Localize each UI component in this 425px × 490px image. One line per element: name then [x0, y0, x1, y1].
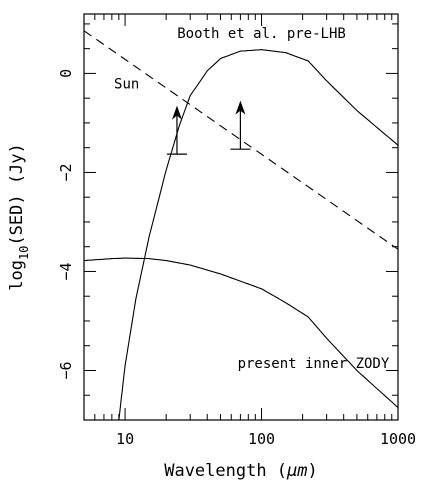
- y-axis-ticks: 0 −2 −4 −6: [57, 23, 398, 421]
- up-arrow-icon: [235, 100, 246, 115]
- annotations: Booth et al. pre-LHB Sun present inner ZOD…: [114, 26, 390, 372]
- annotation-sun: Sun: [114, 76, 139, 92]
- lower-limit-markers: [166, 100, 251, 155]
- annotation-present-inner-zody: present inner ZODY: [238, 356, 390, 372]
- x-axis-title-prefix: Wavelength (: [164, 461, 287, 481]
- series-curves: [84, 30, 398, 420]
- annotation-booth-et-al-pre-lhb: Booth et al. pre-LHB: [177, 26, 346, 42]
- series-line-booth-et-al-pre-lhb: [118, 49, 398, 420]
- y-tick-label: 0: [57, 69, 75, 78]
- up-arrow-icon: [171, 105, 182, 120]
- lower-limit-marker-1: [166, 105, 187, 155]
- x-axis-title: Wavelength (μm): [164, 461, 318, 481]
- y-axis-title: log10(SED) (Jy): [7, 143, 31, 291]
- series-line-present-inner-zody: [84, 257, 398, 409]
- y-axis-title-suffix: (SED) (Jy): [7, 143, 27, 245]
- y-tick-label: −6: [57, 361, 75, 379]
- x-axis-title-unit: μm: [286, 461, 307, 481]
- x-axis-title-suffix: ): [308, 461, 318, 481]
- plot-frame: [83, 13, 399, 421]
- x-tick-label: 1000: [380, 430, 416, 448]
- lower-limit-marker-2: [230, 100, 251, 150]
- y-tick-label: −2: [57, 163, 75, 181]
- y-axis-title-prefix: log: [7, 260, 27, 291]
- x-tick-label: 100: [248, 430, 275, 448]
- x-tick-label: 10: [116, 430, 134, 448]
- series-line-sun: [84, 30, 398, 250]
- y-axis-title-subscript: 10: [17, 246, 31, 260]
- y-tick-label: −4: [57, 262, 75, 280]
- x-axis-ticks: 10 100 1000: [83, 14, 416, 448]
